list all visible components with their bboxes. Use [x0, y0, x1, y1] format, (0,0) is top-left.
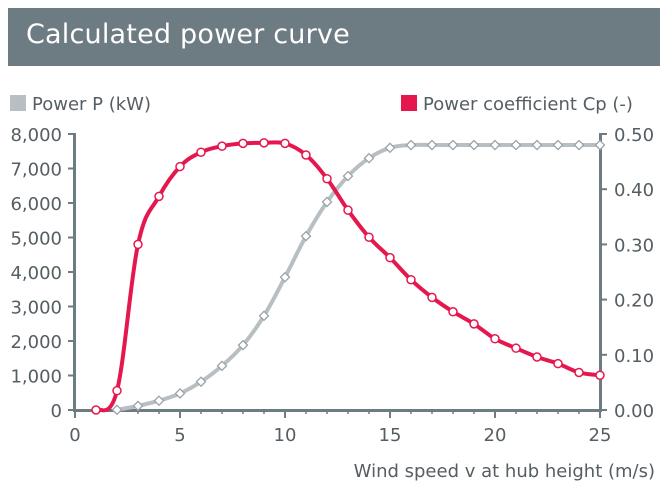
series-line-power — [116, 142, 600, 412]
power-point — [594, 139, 606, 151]
power-point — [300, 230, 312, 242]
cp-point — [385, 252, 395, 263]
power-point — [153, 395, 165, 407]
y-tick-label-left: 2,000 — [10, 332, 62, 353]
power-point — [363, 152, 375, 164]
legend-label-cp: Power coefficient Cp (-) — [423, 94, 633, 115]
power-point — [342, 170, 354, 182]
power-point — [489, 139, 501, 151]
x-tick-label: 15 — [379, 425, 402, 446]
legend: Power P (kW) Power coefficient Cp (-) — [10, 94, 633, 115]
y-tick-label-left: 3,000 — [10, 298, 62, 319]
y-tick-label-left: 6,000 — [10, 194, 62, 215]
cp-point — [133, 239, 143, 250]
cp-point — [511, 343, 521, 353]
series-line-cp — [94, 140, 601, 413]
y-tick-label-right: 0.50 — [614, 125, 654, 146]
cp-point — [364, 232, 374, 242]
power-point — [447, 139, 459, 151]
legend-swatch-power — [10, 95, 26, 111]
cp-point — [112, 385, 122, 396]
y-tick-label-right: 0.10 — [614, 346, 654, 367]
cp-point — [196, 147, 206, 157]
legend-label-power: Power P (kW) — [32, 94, 151, 115]
cp-point — [490, 334, 500, 344]
power-point — [426, 139, 438, 151]
power-point — [174, 388, 186, 399]
cp-point — [322, 173, 332, 184]
power-point — [111, 404, 123, 416]
cp-point — [154, 191, 164, 202]
x-tick-label: 0 — [69, 425, 80, 446]
x-tick-label: 25 — [589, 425, 612, 446]
y-tick-label-left: 0 — [51, 401, 62, 422]
cp-point — [595, 370, 605, 380]
y-tick-label-left: 5,000 — [10, 229, 62, 250]
power-point — [510, 139, 522, 151]
power-point — [279, 271, 291, 283]
cp-point — [343, 205, 353, 215]
cp-point — [238, 138, 248, 149]
chart-header: Calculated power curve — [8, 8, 660, 66]
power-point — [237, 339, 249, 351]
cp-point — [175, 161, 185, 172]
cp-point — [427, 292, 437, 303]
y-tick-label-left: 1,000 — [10, 367, 62, 388]
cp-point — [217, 141, 227, 151]
power-point — [195, 376, 207, 388]
cp-point — [532, 352, 542, 362]
cp-point — [301, 150, 311, 160]
y-tick-label-right: 0.00 — [614, 401, 654, 422]
power-point — [384, 142, 396, 154]
x-axis-label: Wind speed v at hub height (m/s) — [354, 461, 655, 482]
x-tick-label: 10 — [274, 425, 297, 446]
cp-point — [574, 367, 584, 378]
power-point — [552, 139, 564, 151]
y-tick-label-right: 0.30 — [614, 235, 654, 256]
cp-point — [91, 405, 101, 415]
x-tick-label: 20 — [484, 425, 507, 446]
cp-point — [406, 274, 416, 285]
power-point — [321, 196, 333, 208]
y-tick-label-right: 0.40 — [614, 180, 654, 201]
y-tick-label-left: 7,000 — [10, 160, 62, 181]
y-tick-label-left: 4,000 — [10, 263, 62, 284]
power-point — [468, 139, 480, 151]
y-tick-label-right: 0.20 — [614, 291, 654, 312]
power-point — [258, 310, 270, 322]
y-tick-label-left: 8,000 — [10, 125, 62, 146]
x-tick-label: 5 — [174, 425, 185, 446]
power-point — [573, 139, 585, 151]
power-point — [405, 139, 417, 151]
axes — [73, 133, 602, 412]
cp-point — [280, 138, 290, 149]
legend-swatch-cp — [401, 95, 417, 111]
power-point — [531, 139, 543, 151]
power-point — [132, 400, 144, 412]
cp-point — [448, 306, 458, 317]
cp-point — [469, 319, 479, 329]
cp-point — [553, 358, 563, 369]
cp-point — [259, 138, 269, 148]
chart-title: Calculated power curve — [26, 19, 350, 50]
power-point — [216, 360, 228, 372]
